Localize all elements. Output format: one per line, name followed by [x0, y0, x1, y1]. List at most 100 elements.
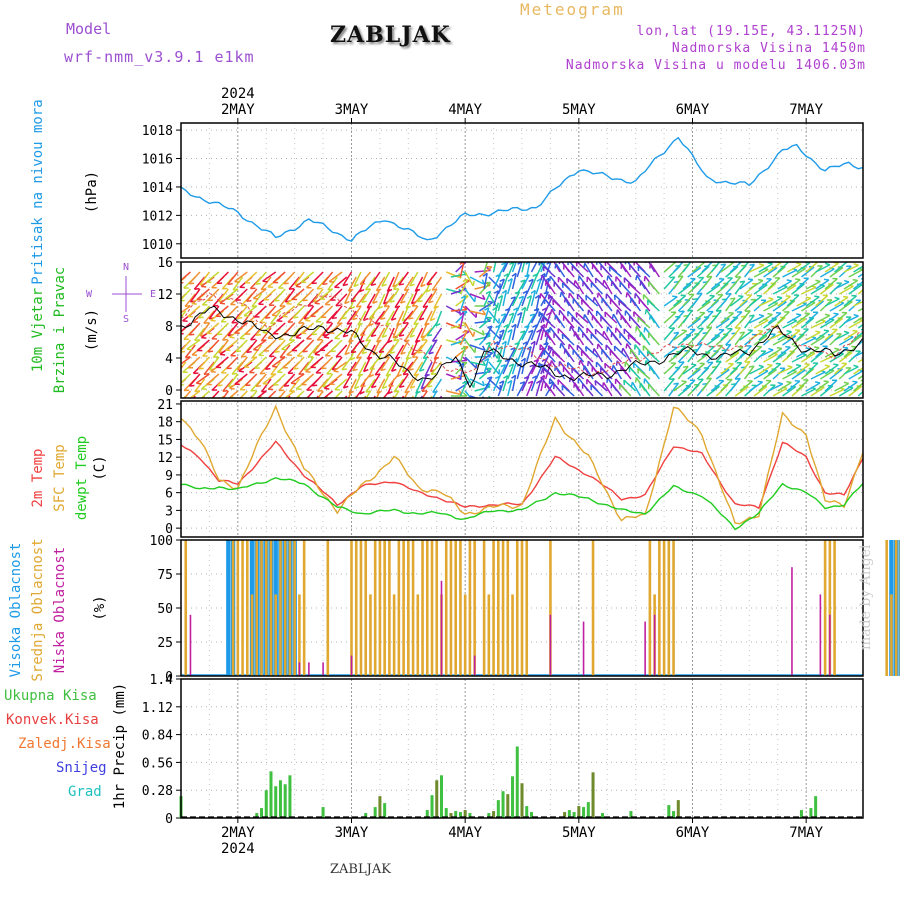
temp-unit-label: (C): [92, 455, 108, 480]
wind-barb: [563, 264, 575, 278]
wind-barb: [561, 384, 575, 397]
wind-barb-flag: [351, 403, 356, 404]
wind-barb: [796, 312, 811, 324]
wind-barb: [753, 385, 768, 397]
wind-barb: [405, 293, 414, 309]
wind-barb: [331, 356, 343, 371]
mid-cloud-bar: [444, 540, 448, 676]
wind-barb: [307, 344, 319, 358]
wind-barb: [283, 390, 296, 398]
wind-barb: [663, 296, 678, 307]
wind-barb-flag: [786, 279, 792, 282]
precip-legend-item: Snijeg: [56, 760, 107, 776]
wind-barb-flag: [535, 379, 542, 384]
wind-barb: [819, 385, 834, 397]
y-tick-label: 16: [157, 256, 173, 271]
precip-bar: [463, 810, 467, 818]
wind-barb: [791, 303, 807, 312]
wind-barb-flag: [501, 262, 507, 266]
wind-barb: [848, 319, 863, 329]
wind-barb: [322, 322, 334, 337]
wind-barb-flag: [341, 317, 347, 320]
wind-barb-flag: [716, 309, 722, 312]
wind-barb: [351, 305, 362, 320]
mid-cloud-bar: [487, 594, 491, 676]
wind-barb-flag: [873, 383, 878, 384]
wind-barb: [857, 390, 863, 397]
wind-barb-flag: [368, 374, 375, 378]
wind-barb: [782, 386, 797, 397]
wind-barb: [464, 373, 475, 388]
wind-barb: [303, 356, 315, 371]
wind-barb: [763, 302, 779, 312]
cloud-panel-frame: [180, 539, 864, 677]
wind-barb-flag: [492, 306, 498, 311]
wind-barb: [663, 346, 678, 358]
wind-barb: [601, 348, 613, 363]
wind-barb: [390, 356, 400, 372]
wind-barb: [370, 271, 381, 286]
wind-barb: [673, 380, 687, 392]
wind-barb: [224, 288, 239, 300]
wind-barb: [819, 268, 835, 278]
wind-barb: [530, 290, 537, 307]
wind-barb: [403, 276, 414, 291]
wind-barb-flag: [298, 321, 304, 325]
mid-cloud-bar: [184, 540, 188, 676]
wind-barb-flag: [350, 357, 356, 361]
wind-barb: [542, 265, 556, 278]
wind-barb-flag: [472, 280, 475, 287]
wind-barb: [748, 346, 763, 358]
wind-barb-flag: [522, 341, 528, 345]
wind-barb-flag: [201, 285, 207, 288]
wind-barb: [218, 339, 229, 354]
wind-barb-flag: [377, 305, 384, 310]
wind-barb: [483, 307, 490, 324]
wind-barb-flag: [648, 365, 651, 371]
wind-barb-flag: [413, 408, 418, 409]
wind-barb: [691, 378, 704, 392]
wind-barb-flag: [739, 331, 745, 334]
wind-barb: [402, 310, 414, 324]
wind-barb: [187, 305, 201, 318]
wind-barb: [843, 295, 857, 307]
wind-barb: [392, 271, 400, 288]
wind-barb: [796, 297, 812, 307]
wind-barb-flag: [262, 331, 268, 334]
wind-barb-flag: [408, 317, 414, 320]
wind-barb: [772, 286, 788, 295]
pressure-axis-title: Pritisak na nivou mora: [30, 99, 46, 284]
wind-barb: [710, 262, 721, 273]
wind-barb: [581, 299, 594, 312]
top-year-label: 2024: [221, 86, 255, 102]
wind-barb: [492, 262, 497, 273]
wind-barb-flag: [527, 380, 534, 384]
wind-barb-flag: [459, 311, 465, 316]
wind-barb: [623, 328, 637, 341]
wind-barb-flag: [720, 263, 726, 266]
wind-barb: [272, 271, 286, 284]
precip-bar: [529, 812, 533, 818]
wind-barb-flag: [176, 323, 181, 324]
wind-barb: [810, 386, 825, 397]
wind-barb: [303, 305, 315, 320]
wind-barb-flag: [361, 300, 367, 304]
wind-barb-flag: [233, 288, 239, 291]
mid-cloud-bar: [269, 540, 273, 676]
wind-barb-flag: [429, 317, 436, 322]
wind-barb: [805, 382, 821, 392]
wind-barb-flag: [814, 381, 821, 384]
wind-barb: [393, 378, 405, 393]
wind-barb: [601, 297, 613, 312]
wind-barb-flag: [508, 312, 515, 316]
wind-barb: [283, 373, 296, 387]
wind-barb-flag: [481, 330, 485, 336]
wind-barb-flag: [251, 356, 258, 359]
wind-barb: [413, 310, 424, 325]
mid-cloud-bar: [298, 594, 301, 676]
wind-barb: [521, 274, 530, 290]
wind-barb: [526, 380, 534, 397]
wind-barb: [801, 286, 817, 295]
low-cloud-bar: [440, 580, 443, 676]
wind-barb: [801, 388, 817, 397]
